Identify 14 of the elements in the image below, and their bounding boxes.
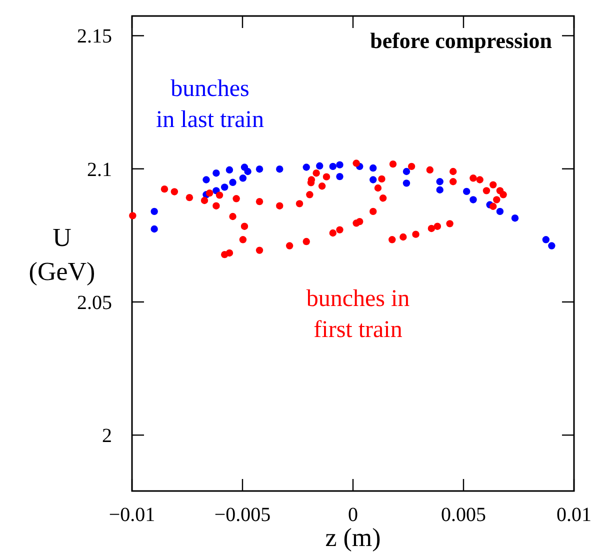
x-tick-label: 0.005: [441, 504, 486, 526]
x-tick-label: −0.01: [108, 504, 156, 526]
x-tick-label: −0.005: [214, 504, 271, 526]
y-axis-title: U (GeV): [28, 223, 96, 286]
series-label: bunches in first train: [306, 286, 410, 344]
y-tick-label: 2.1: [87, 158, 112, 181]
x-tick-label: 0.01: [556, 504, 592, 526]
series-label: bunches in last train: [156, 76, 264, 134]
x-tick-label: 0: [348, 504, 358, 526]
x-axis-title: z (m): [325, 523, 381, 552]
y-tick-label: 2: [102, 425, 112, 448]
text: before compression: [370, 28, 552, 53]
y-tick-label: 2.05: [77, 292, 112, 314]
y-tick-label: 2.15: [77, 26, 112, 48]
